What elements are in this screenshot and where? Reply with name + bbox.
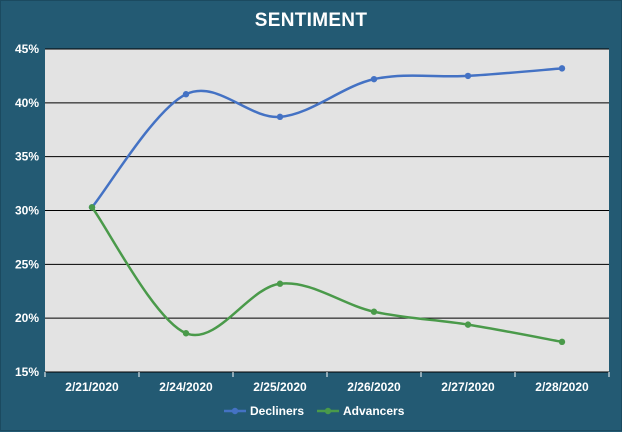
advancers-legend-marker — [324, 407, 332, 415]
x-tick-label: 2/26/2020 — [347, 380, 401, 394]
x-tick-label: 2/27/2020 — [441, 380, 495, 394]
advancers-point — [182, 330, 190, 337]
x-tick-label: 2/24/2020 — [159, 380, 213, 394]
decliners-point — [558, 65, 566, 72]
decliners-legend-marker — [231, 407, 239, 415]
advancers-point — [370, 308, 378, 315]
y-tick-label: 25% — [15, 257, 39, 271]
y-tick-label: 40% — [15, 96, 39, 110]
decliners-point — [182, 91, 190, 98]
x-tick-label: 2/21/2020 — [65, 380, 119, 394]
y-tick-label: 30% — [15, 204, 39, 218]
y-tick-label: 45% — [15, 42, 39, 56]
x-tick-label: 2/25/2020 — [253, 380, 307, 394]
decliners-point — [464, 72, 472, 80]
advancers-point — [88, 204, 96, 211]
advancers-legend-label: Advancers — [343, 404, 405, 418]
decliners-point — [370, 75, 378, 83]
x-tick-label: 2/28/2020 — [535, 380, 589, 394]
advancers-point — [276, 280, 284, 287]
y-tick-label: 35% — [15, 150, 39, 164]
chart-title: SENTIMENT — [254, 10, 368, 31]
y-tick-label: 20% — [15, 311, 39, 325]
decliners-legend-label: Decliners — [250, 404, 304, 418]
advancers-point — [558, 338, 566, 346]
advancers-point — [464, 321, 472, 328]
decliners-point — [276, 113, 284, 121]
y-tick-label: 15% — [15, 365, 39, 379]
